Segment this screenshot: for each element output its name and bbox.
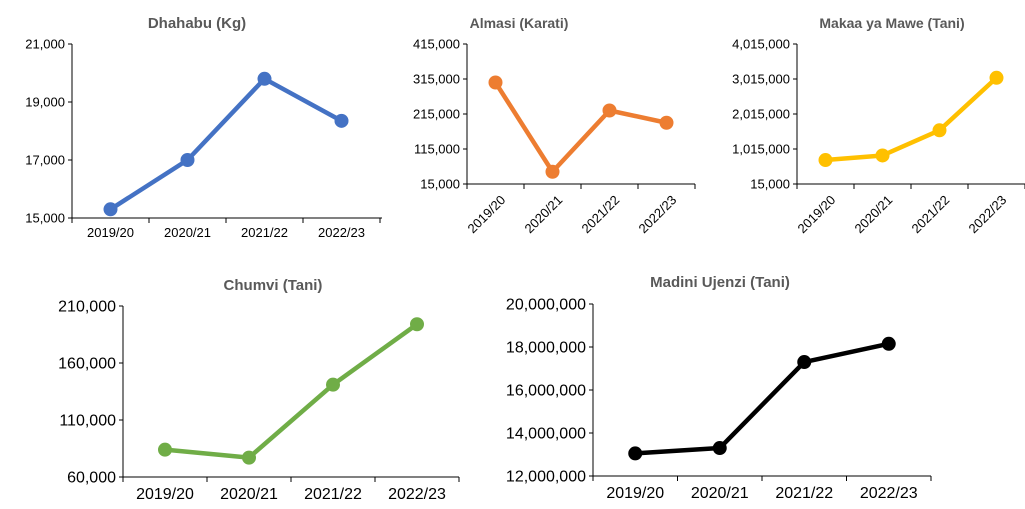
data-point xyxy=(326,377,340,392)
y-tick-label: 19,000 xyxy=(25,95,65,110)
series-line xyxy=(109,76,343,212)
y-tick-label: 60,000 xyxy=(67,470,116,487)
data-point xyxy=(257,71,272,86)
data-point xyxy=(932,123,947,138)
data-point xyxy=(712,441,727,456)
y-tick-label: 115,000 xyxy=(414,142,460,157)
x-tick-label: 2019/20 xyxy=(606,485,664,502)
data-point xyxy=(334,113,349,128)
y-tick-label: 15,000 xyxy=(25,211,65,226)
series-line xyxy=(635,341,890,456)
data-point xyxy=(797,355,812,370)
y-tick-label: 4,015,000 xyxy=(732,37,790,52)
y-tick-label: 2,015,000 xyxy=(732,107,790,122)
y-tick-label: 15,000 xyxy=(750,177,790,192)
data-point xyxy=(180,153,195,167)
data-point xyxy=(602,103,617,118)
chart-1: Dhahabu (Kg) 15,000 17,000 19,000 21,000 2019… xyxy=(25,15,382,240)
data-point xyxy=(545,164,560,179)
x-tick-label: 2021/22 xyxy=(304,486,362,503)
chart-5: Madini Ujenzi (Tani) 12,000,000 14,000,000… xyxy=(506,274,932,502)
x-tick-label: 2022/23 xyxy=(966,192,1010,236)
x-tick-label: 2022/23 xyxy=(318,225,365,240)
data-point xyxy=(242,450,256,465)
x-tick-label: 2022/23 xyxy=(860,485,918,502)
y-tick-label: 18,000,000 xyxy=(506,340,586,357)
x-tick-label: 2019/20 xyxy=(795,192,839,236)
chart-title: Makaa ya Mawe (Tani) xyxy=(819,15,964,31)
chart-4: Chumvi (Tani) 60,000 110,000 160,000 210,000… xyxy=(58,277,460,503)
x-tick-label: 2022/23 xyxy=(388,486,446,503)
x-tick-label: 2020/21 xyxy=(164,225,211,240)
y-tick-label: 14,000,000 xyxy=(506,426,586,443)
y-tick-label: 3,015,000 xyxy=(732,72,790,87)
data-point xyxy=(881,336,896,351)
x-tick-label: 2022/23 xyxy=(636,192,680,236)
x-tick-label: 2021/22 xyxy=(909,192,953,236)
data-point xyxy=(628,446,643,461)
data-point xyxy=(989,70,1004,85)
chart-3: Makaa ya Mawe (Tani) 15,000 1,015,000 2,015… xyxy=(732,15,1025,236)
chart-title: Madini Ujenzi (Tani) xyxy=(650,274,790,291)
series-line xyxy=(493,81,667,174)
y-tick-label: 12,000,000 xyxy=(506,469,586,486)
x-tick-label: 2021/22 xyxy=(775,485,833,502)
data-point xyxy=(875,148,890,163)
y-tick-label: 21,000 xyxy=(25,37,65,52)
x-tick-label: 2020/21 xyxy=(220,486,278,503)
x-tick-label: 2020/21 xyxy=(522,192,566,236)
y-tick-label: 160,000 xyxy=(58,356,116,373)
x-tick-label: 2019/20 xyxy=(465,192,509,236)
x-tick-label: 2021/22 xyxy=(579,192,623,236)
y-tick-label: 210,000 xyxy=(58,299,116,316)
chart-title: Chumvi (Tani) xyxy=(224,277,323,294)
x-tick-label: 2020/21 xyxy=(691,485,749,502)
data-point xyxy=(659,115,674,130)
chart-2: Almasi (Karati) 15,000 115,000 215,000 315,0… xyxy=(413,15,696,236)
y-tick-label: 415,000 xyxy=(413,37,460,52)
data-point xyxy=(103,202,118,217)
y-tick-label: 17,000 xyxy=(25,153,65,168)
series-line xyxy=(164,322,419,460)
data-point xyxy=(158,442,172,457)
x-tick-label: 2019/20 xyxy=(87,225,134,240)
y-tick-label: 1,015,000 xyxy=(732,142,790,157)
y-tick-label: 315,000 xyxy=(413,72,460,87)
y-tick-label: 20,000,000 xyxy=(506,297,586,314)
y-tick-label: 215,000 xyxy=(413,107,460,122)
series-line xyxy=(825,76,999,163)
chart-title: Almasi (Karati) xyxy=(470,15,569,31)
x-tick-label: 2021/22 xyxy=(241,225,288,240)
data-point xyxy=(488,75,503,90)
x-tick-label: 2020/21 xyxy=(852,192,896,236)
data-point xyxy=(410,317,424,332)
y-tick-label: 110,000 xyxy=(59,413,116,430)
y-tick-label: 16,000,000 xyxy=(506,383,586,400)
data-point xyxy=(818,153,833,168)
x-tick-label: 2019/20 xyxy=(136,486,194,503)
chart-title: Dhahabu (Kg) xyxy=(148,15,246,32)
y-tick-label: 15,000 xyxy=(420,177,460,192)
